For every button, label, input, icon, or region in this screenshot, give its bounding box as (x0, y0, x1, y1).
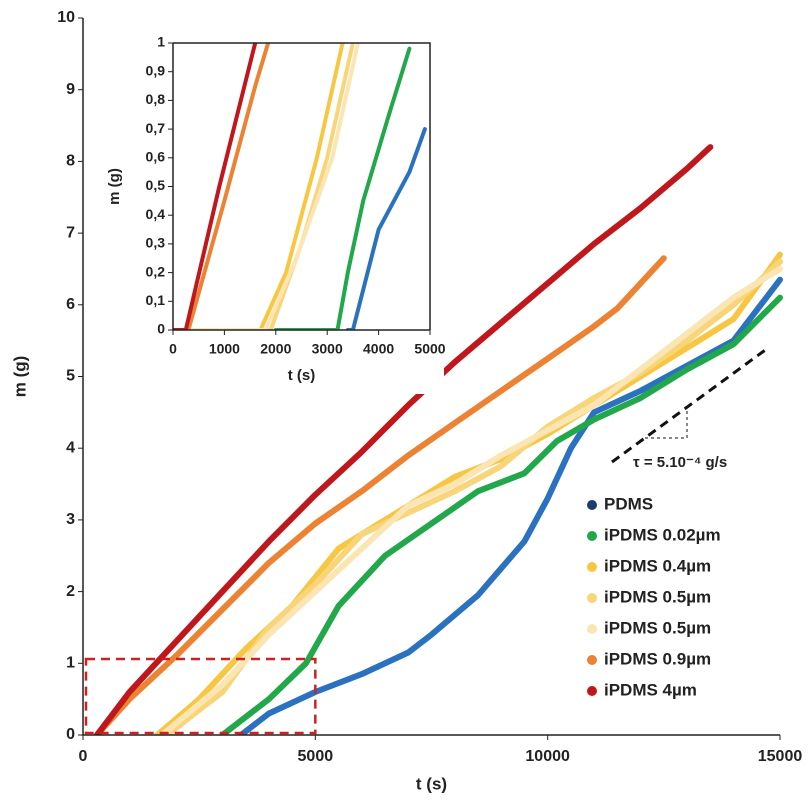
legend-marker (587, 655, 597, 665)
series-line (173, 43, 360, 330)
series-line (273, 46, 412, 330)
series-group (173, 43, 427, 330)
x-tick-label: 5000 (414, 341, 445, 357)
y-tick-label: 6 (66, 296, 75, 313)
axes (172, 43, 430, 331)
legend-marker (587, 500, 597, 510)
y-tick-label: 1 (157, 34, 165, 50)
y-tick-label: 5 (66, 368, 75, 385)
x-tick-label: 0 (169, 341, 177, 357)
legend: PDMS iPDMS 0.02µm iPDMS 0.4µm iPDMS 0.5µm iP… (587, 494, 721, 699)
legend-marker (587, 593, 597, 603)
legend-label: PDMS (604, 494, 653, 513)
y-tick-label: 0,1 (146, 292, 166, 308)
y-tick-label: 0 (157, 321, 165, 337)
x-axis-title: t (s) (288, 367, 316, 384)
legend-label: iPDMS 0.5µm (604, 587, 711, 606)
x-tick-label: 5000 (298, 748, 334, 765)
y-tick-label: 0,7 (146, 120, 166, 136)
series-line (159, 265, 783, 735)
y-tick-label: 0,5 (146, 177, 166, 193)
annotation: τ = 5.10⁻⁴ g/s (633, 454, 727, 471)
y-axis-title: m (g) (106, 168, 123, 205)
legend-label: iPDMS 0.9µm (604, 649, 711, 668)
axes (82, 18, 780, 736)
x-tick-label: 10000 (525, 748, 570, 765)
y-tick-label: 0,2 (146, 263, 166, 279)
y-tick-label: 2 (66, 583, 75, 600)
inset-background (115, 35, 444, 394)
y-tick-label: 0 (66, 726, 75, 743)
series-line (238, 276, 783, 735)
x-tick-label: 15000 (758, 748, 803, 765)
series-line (163, 258, 783, 735)
slope-guide (611, 346, 769, 464)
y-tick-label: 4 (66, 439, 75, 456)
y-tick-label: 0,9 (146, 62, 166, 78)
y-tick-label: 0,3 (146, 235, 166, 251)
series-line (173, 43, 345, 330)
y-tick-label: 0,6 (146, 149, 166, 165)
series-line (173, 43, 271, 330)
y-axis-title: m (g) (10, 356, 29, 398)
x-tick-label: 3000 (312, 341, 343, 357)
legend-label: iPDMS 0.4µm (604, 556, 711, 575)
x-axis-title: t (s) (416, 774, 447, 793)
legend-marker (587, 562, 597, 572)
series-line (345, 127, 427, 330)
series-line (219, 294, 783, 735)
series-line (93, 255, 667, 735)
series-line (93, 144, 714, 735)
y-tick-label: 0,8 (146, 91, 166, 107)
y-tick-label: 1 (66, 655, 75, 672)
series-line (173, 43, 258, 330)
x-tick-label: 0 (79, 748, 88, 765)
legend-label: iPDMS 0.5µm (604, 618, 711, 637)
x-tick-label: 4000 (363, 341, 394, 357)
inset-frame (173, 42, 431, 330)
x-tick-label: 1000 (209, 341, 240, 357)
legend-label: iPDMS 0.02µm (604, 525, 721, 544)
y-tick-label: 0,4 (146, 206, 166, 222)
series-group (93, 144, 783, 735)
legend-marker (587, 531, 597, 541)
y-tick-label: 8 (66, 153, 75, 170)
y-tick-label: 7 (66, 224, 75, 241)
legend-marker (587, 624, 597, 634)
y-tick-label: 10 (57, 9, 75, 26)
inset-plot: 0 0,1 0,2 0,3 0,4 0,5 0,6 0,7 0,8 0,9 1 0 1000 2000 30… (106, 34, 446, 394)
y-tick-label: 3 (66, 511, 75, 528)
x-tick-label: 2000 (260, 341, 291, 357)
legend-label: iPDMS 4µm (604, 680, 697, 699)
legend-marker (587, 686, 597, 696)
y-tick-label: 9 (66, 81, 75, 98)
